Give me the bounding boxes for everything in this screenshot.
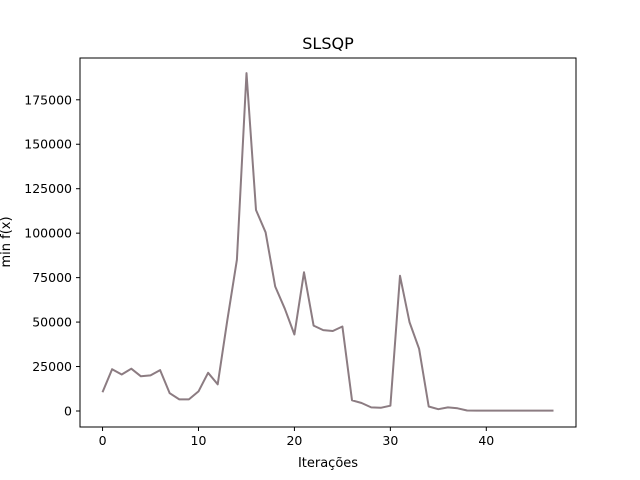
y-axis-ticks: 0 25000 50000 75000 100000 125000 150000 175000 bbox=[24, 92, 80, 418]
y-tick-label: 100000 bbox=[24, 226, 72, 241]
plot-frame bbox=[79, 57, 577, 428]
x-tick-label: 0 bbox=[99, 433, 107, 448]
y-tick-label: 75000 bbox=[32, 270, 72, 285]
y-tick-label: 125000 bbox=[24, 181, 72, 196]
y-tick-label: 0 bbox=[64, 403, 72, 418]
y-tick-label: 50000 bbox=[32, 315, 72, 330]
y-tick-label: 25000 bbox=[32, 359, 72, 374]
x-tick-label: 30 bbox=[382, 433, 398, 448]
x-tick-label: 10 bbox=[191, 433, 207, 448]
x-tick-label: 40 bbox=[478, 433, 494, 448]
x-axis-label: Iterações bbox=[298, 456, 358, 471]
series-line bbox=[101, 72, 554, 412]
y-tick-label: 175000 bbox=[24, 92, 72, 107]
x-axis-ticks: 0 10 20 30 40 bbox=[99, 427, 494, 448]
plot-background bbox=[80, 58, 576, 427]
x-tick-label: 20 bbox=[286, 433, 302, 448]
y-tick-label: 150000 bbox=[24, 137, 72, 152]
y-axis-label: min f(x) bbox=[0, 216, 14, 267]
chart-title: SLSQP bbox=[302, 34, 354, 53]
series-layer bbox=[101, 72, 554, 412]
